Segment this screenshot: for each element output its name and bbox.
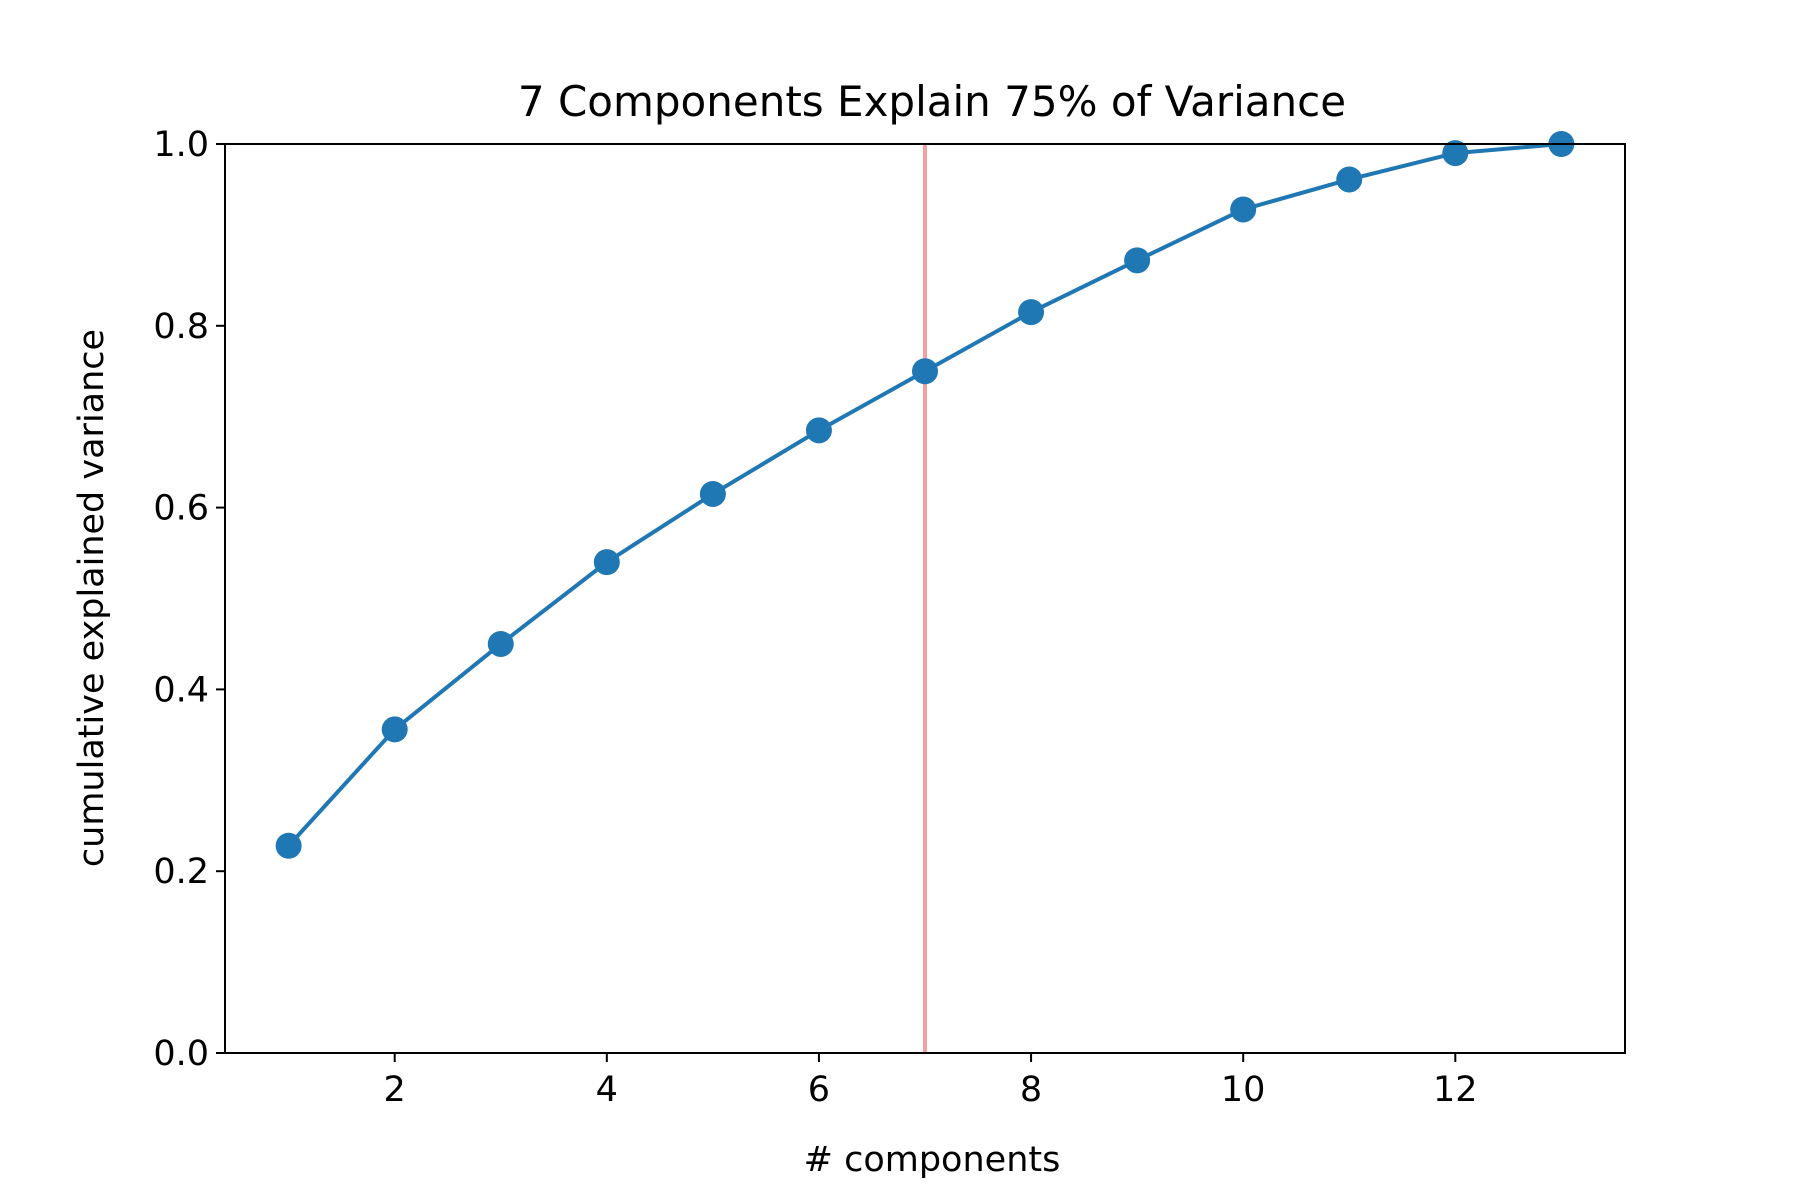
x-axis-title: # components [804,1140,1061,1180]
x-tick-label: 6 [808,1070,830,1110]
x-tick-label: 12 [1433,1070,1478,1110]
y-tick-label: 0.6 [153,489,209,529]
x-tick-label: 8 [1020,1070,1042,1110]
data-point [1230,196,1257,223]
data-point [1336,166,1363,193]
data-point [487,630,514,657]
y-tick-label: 1.0 [153,125,209,165]
y-tick-label: 0.2 [153,852,209,892]
data-point [912,358,938,385]
x-axis-ticks: 2 4 6 8 10 12 [384,1053,1478,1110]
y-tick-label: 0.8 [153,307,209,347]
data-point [1442,140,1469,167]
x-tick-label: 4 [596,1070,618,1110]
y-axis-title: cumulative explained variance [72,329,112,867]
x-tick-label: 2 [384,1070,406,1110]
data-point [275,832,302,859]
data-point [805,417,832,444]
data-point [381,716,408,743]
data-point [593,549,620,576]
y-axis-ticks: 0.0 0.2 0.4 0.6 0.8 1.0 [153,125,225,1074]
x-tick-label: 10 [1221,1070,1266,1110]
y-tick-label: 0.0 [153,1034,209,1074]
chart-title: 7 Components Explain 75% of Variance [518,77,1346,126]
plot-frame [224,143,1626,1054]
data-point [699,480,726,507]
data-point [1124,247,1151,274]
series-layer [275,131,1575,859]
y-tick-label: 0.4 [153,670,209,710]
data-point [1018,299,1045,326]
